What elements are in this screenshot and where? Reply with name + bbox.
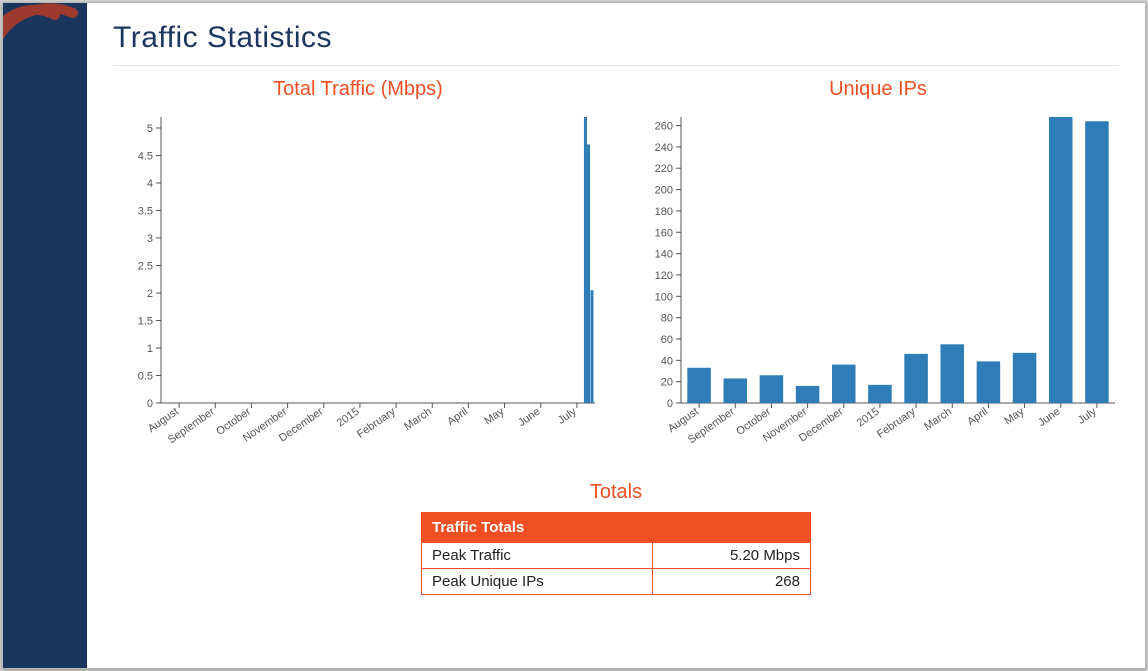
svg-text:0.5: 0.5	[138, 371, 153, 383]
svg-text:May: May	[482, 405, 506, 427]
totals-table: Traffic Totals Peak Traffic5.20 MbpsPeak…	[421, 512, 811, 595]
svg-text:200: 200	[655, 185, 673, 197]
chart-bar	[1085, 121, 1109, 403]
svg-text:March: March	[922, 406, 954, 433]
svg-text:80: 80	[661, 313, 673, 325]
totals-row-value: 5.20 Mbps	[652, 543, 810, 569]
svg-text:260: 260	[655, 121, 673, 133]
chart-spike	[584, 117, 587, 403]
svg-text:July: July	[556, 405, 579, 426]
chart-bar	[904, 354, 928, 403]
totals-table-header: Traffic Totals	[422, 513, 811, 543]
svg-text:40: 40	[661, 355, 673, 367]
chart-bar	[1049, 117, 1073, 403]
chart-bar	[723, 378, 747, 403]
svg-text:1: 1	[147, 343, 153, 355]
chart-bar	[940, 344, 964, 403]
unique-ips-chart-title: Unique IPs	[633, 78, 1123, 101]
svg-text:5: 5	[147, 123, 153, 135]
svg-text:2015: 2015	[335, 406, 362, 430]
svg-text:June: June	[516, 406, 542, 430]
traffic-chart-block: Total Traffic (Mbps) 0 0.5 1 1.5 2 2.5 3 3.5 4 4.…	[113, 74, 603, 477]
svg-text:160: 160	[655, 227, 673, 239]
chart-bar	[832, 365, 856, 403]
title-rule	[113, 65, 1119, 66]
totals-row-value: 268	[652, 569, 810, 595]
svg-text:February: February	[875, 405, 918, 440]
traffic-chart: 00.511.522.533.544.55AugustSeptemberOcto…	[113, 107, 603, 477]
chart-bar	[687, 368, 711, 403]
svg-text:100: 100	[655, 291, 673, 303]
page-title: Traffic Statistics	[113, 21, 1119, 65]
svg-text:2.5: 2.5	[138, 261, 153, 273]
svg-text:20: 20	[661, 377, 673, 389]
svg-text:220: 220	[655, 163, 673, 175]
chart-spike	[590, 290, 593, 403]
unique-ips-chart: 020406080100120140160180200220240260Augu…	[633, 107, 1123, 477]
svg-text:April: April	[965, 406, 990, 428]
totals-heading: Totals	[113, 481, 1119, 504]
app-frame: Traffic Statistics Total Traffic (Mbps) …	[2, 2, 1146, 669]
svg-text:240: 240	[655, 142, 673, 154]
svg-text:0: 0	[147, 398, 153, 410]
logo-swirl-icon	[3, 3, 87, 143]
main-content: Traffic Statistics Total Traffic (Mbps) …	[87, 3, 1145, 668]
unique-ips-chart-block: Unique IPs 0 20 40 60 80 100 120 140 160 180 200 22…	[633, 74, 1123, 477]
chart-bar	[796, 386, 820, 403]
chart-bar	[760, 375, 784, 403]
svg-text:4: 4	[147, 178, 153, 190]
svg-text:3: 3	[147, 233, 153, 245]
svg-text:2015: 2015	[855, 406, 882, 430]
svg-text:140: 140	[655, 249, 673, 261]
svg-text:1.5: 1.5	[138, 316, 153, 328]
svg-text:July: July	[1076, 405, 1099, 426]
svg-text:3.5: 3.5	[138, 206, 153, 218]
chart-bar	[1013, 353, 1037, 403]
chart-bar	[868, 385, 892, 403]
svg-text:0: 0	[667, 398, 673, 410]
charts-row: Total Traffic (Mbps) 0 0.5 1 1.5 2 2.5 3 3.5 4 4.…	[113, 74, 1119, 477]
totals-row-label: Peak Unique IPs	[422, 569, 653, 595]
traffic-chart-title: Total Traffic (Mbps)	[113, 78, 603, 101]
svg-text:April: April	[445, 406, 470, 428]
svg-text:2: 2	[147, 288, 153, 300]
chart-bar	[977, 361, 1001, 403]
chart-spike	[587, 145, 590, 404]
svg-text:February: February	[355, 405, 398, 440]
svg-text:120: 120	[655, 270, 673, 282]
svg-text:March: March	[402, 406, 434, 433]
sidebar	[3, 3, 87, 668]
svg-text:180: 180	[655, 206, 673, 218]
svg-text:June: June	[1036, 406, 1062, 430]
svg-text:60: 60	[661, 334, 673, 346]
svg-text:4.5: 4.5	[138, 151, 153, 163]
totals-row-label: Peak Traffic	[422, 543, 653, 569]
svg-text:May: May	[1002, 405, 1026, 427]
